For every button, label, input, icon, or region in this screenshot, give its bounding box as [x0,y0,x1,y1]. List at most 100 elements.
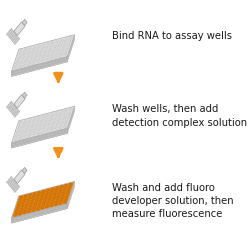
Ellipse shape [28,193,32,196]
Polygon shape [6,101,12,108]
Polygon shape [14,111,20,117]
Ellipse shape [28,49,31,51]
Ellipse shape [53,194,56,196]
Ellipse shape [22,212,26,214]
Ellipse shape [20,121,23,123]
Polygon shape [22,167,27,173]
Ellipse shape [63,43,66,45]
Ellipse shape [57,193,61,195]
Ellipse shape [64,123,67,126]
Ellipse shape [48,120,52,122]
Ellipse shape [28,118,32,121]
Ellipse shape [20,130,24,132]
Ellipse shape [40,120,44,122]
Ellipse shape [30,203,33,205]
Ellipse shape [33,129,37,131]
Ellipse shape [27,211,30,213]
Ellipse shape [26,201,30,203]
Polygon shape [12,128,67,144]
Ellipse shape [66,118,69,120]
Ellipse shape [28,121,31,123]
Ellipse shape [18,54,22,57]
Ellipse shape [38,125,42,127]
Ellipse shape [60,197,64,199]
Ellipse shape [38,191,41,193]
Ellipse shape [48,49,52,51]
Ellipse shape [54,45,57,47]
Ellipse shape [41,117,45,120]
Ellipse shape [56,196,60,198]
Ellipse shape [45,119,48,121]
Ellipse shape [20,208,23,210]
Ellipse shape [23,122,27,124]
Polygon shape [6,176,12,183]
Ellipse shape [61,119,64,122]
Ellipse shape [30,125,34,127]
Ellipse shape [63,126,66,128]
Ellipse shape [30,200,34,202]
Polygon shape [13,184,19,191]
Ellipse shape [20,196,23,198]
Ellipse shape [32,60,36,62]
Ellipse shape [37,119,40,121]
Ellipse shape [67,113,71,115]
Ellipse shape [32,63,35,65]
Polygon shape [14,95,25,108]
Ellipse shape [50,202,54,204]
Ellipse shape [38,128,41,130]
Ellipse shape [61,48,64,50]
Ellipse shape [17,129,20,131]
Ellipse shape [16,131,20,133]
Ellipse shape [67,41,71,44]
Ellipse shape [51,188,54,190]
Ellipse shape [28,133,32,135]
Ellipse shape [40,60,44,62]
Ellipse shape [64,52,67,54]
Polygon shape [10,105,15,112]
Polygon shape [9,179,14,186]
Polygon shape [12,129,67,145]
Ellipse shape [28,47,32,49]
Ellipse shape [41,58,45,60]
Ellipse shape [38,44,41,47]
Ellipse shape [32,120,36,122]
Polygon shape [12,108,18,115]
Ellipse shape [20,58,24,61]
Ellipse shape [69,183,72,185]
Ellipse shape [47,201,50,203]
Ellipse shape [59,53,63,55]
Ellipse shape [51,200,55,202]
Ellipse shape [25,57,29,59]
Polygon shape [12,206,67,222]
Ellipse shape [62,45,66,47]
Ellipse shape [19,123,22,125]
Ellipse shape [27,199,30,201]
Polygon shape [12,183,18,190]
Ellipse shape [33,204,37,206]
Ellipse shape [69,108,72,110]
Ellipse shape [32,134,35,136]
Ellipse shape [15,209,19,211]
Ellipse shape [63,114,66,116]
Ellipse shape [64,37,68,40]
Ellipse shape [25,204,29,206]
Ellipse shape [44,50,48,52]
Ellipse shape [41,204,45,207]
Polygon shape [67,106,74,133]
Ellipse shape [18,126,22,128]
Polygon shape [12,57,67,76]
Ellipse shape [31,198,35,200]
Polygon shape [10,180,15,187]
Ellipse shape [52,50,56,52]
Ellipse shape [31,122,35,124]
Ellipse shape [66,191,70,193]
Ellipse shape [36,196,39,199]
Ellipse shape [48,123,51,125]
Ellipse shape [41,46,45,48]
Ellipse shape [29,205,32,208]
Ellipse shape [37,206,40,208]
Ellipse shape [24,131,28,133]
Polygon shape [12,35,18,42]
Ellipse shape [22,203,25,205]
Ellipse shape [59,41,63,43]
